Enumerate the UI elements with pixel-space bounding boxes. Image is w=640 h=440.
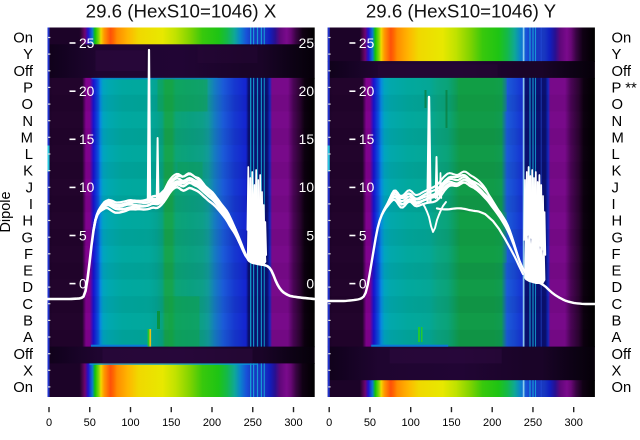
svg-text:Off: Off (612, 64, 632, 80)
svg-text:0: 0 (306, 276, 314, 291)
svg-text:20: 20 (79, 84, 95, 99)
svg-text:5: 5 (306, 228, 314, 243)
svg-text:10: 10 (359, 180, 375, 195)
svg-text:Y: Y (23, 47, 33, 63)
svg-text:G: G (612, 230, 624, 246)
svg-text:I: I (612, 197, 616, 213)
svg-text:20: 20 (299, 84, 315, 99)
svg-text:K: K (612, 164, 622, 180)
svg-text:300: 300 (284, 417, 302, 429)
svg-text:Off: Off (14, 347, 34, 363)
svg-text:J: J (612, 180, 619, 196)
svg-text:0: 0 (79, 276, 87, 291)
svg-text:On: On (13, 380, 33, 396)
svg-text:0: 0 (359, 276, 367, 291)
svg-text:300: 300 (565, 417, 583, 429)
svg-text:H: H (612, 214, 623, 230)
svg-text:X: X (612, 363, 622, 379)
svg-text:200: 200 (203, 417, 221, 429)
svg-text:On: On (612, 31, 632, 47)
svg-text:20: 20 (359, 84, 375, 99)
svg-text:E: E (23, 264, 33, 280)
svg-text:B: B (23, 314, 33, 330)
svg-text:29.6 (HexS10=1046) X: 29.6 (HexS10=1046) X (86, 1, 277, 22)
svg-text:P **: P ** (612, 81, 637, 97)
svg-text:25: 25 (359, 36, 375, 51)
svg-text:Off: Off (14, 64, 34, 80)
svg-text:100: 100 (402, 417, 420, 429)
svg-text:5: 5 (359, 228, 367, 243)
svg-text:O: O (21, 97, 33, 113)
svg-text:G: G (21, 230, 33, 246)
svg-text:15: 15 (79, 132, 95, 147)
svg-text:150: 150 (442, 417, 460, 429)
svg-text:0: 0 (46, 417, 52, 429)
svg-text:250: 250 (244, 417, 262, 429)
svg-text:50: 50 (364, 417, 376, 429)
svg-text:15: 15 (299, 132, 315, 147)
svg-text:X: X (23, 363, 33, 379)
svg-text:0: 0 (326, 417, 332, 429)
svg-text:Dipole: Dipole (0, 191, 14, 232)
svg-text:25: 25 (79, 36, 95, 51)
svg-text:P: P (23, 81, 33, 97)
svg-text:250: 250 (524, 417, 542, 429)
svg-text:15: 15 (359, 132, 375, 147)
svg-text:A: A (23, 330, 33, 346)
svg-text:10: 10 (299, 180, 315, 195)
svg-text:5: 5 (79, 228, 87, 243)
svg-text:O: O (612, 97, 624, 113)
svg-text:C: C (612, 297, 623, 313)
svg-text:N: N (612, 114, 623, 130)
svg-text:29.6 (HexS10=1046) Y: 29.6 (HexS10=1046) Y (366, 1, 557, 22)
svg-text:H: H (22, 214, 33, 230)
svg-text:D: D (22, 280, 33, 296)
svg-text:10: 10 (79, 180, 95, 195)
svg-text:B: B (612, 314, 622, 330)
svg-text:M: M (612, 130, 624, 146)
svg-text:L: L (612, 147, 620, 163)
svg-text:N: N (22, 114, 33, 130)
svg-text:200: 200 (483, 417, 501, 429)
svg-text:A: A (612, 330, 622, 346)
svg-text:F: F (612, 247, 621, 263)
svg-text:M: M (21, 130, 33, 146)
svg-text:50: 50 (84, 417, 96, 429)
svg-text:I: I (29, 197, 33, 213)
svg-text:K: K (23, 164, 33, 180)
svg-text:100: 100 (121, 417, 139, 429)
svg-text:25: 25 (299, 36, 315, 51)
svg-text:D: D (612, 280, 623, 296)
svg-text:150: 150 (162, 417, 180, 429)
svg-text:On: On (612, 380, 632, 396)
svg-text:F: F (24, 247, 33, 263)
svg-text:L: L (25, 147, 33, 163)
svg-text:On: On (13, 31, 33, 47)
svg-text:E: E (612, 264, 622, 280)
svg-text:Off: Off (612, 347, 632, 363)
svg-text:J: J (26, 180, 33, 196)
svg-text:Y: Y (612, 47, 622, 63)
svg-text:C: C (22, 297, 33, 313)
